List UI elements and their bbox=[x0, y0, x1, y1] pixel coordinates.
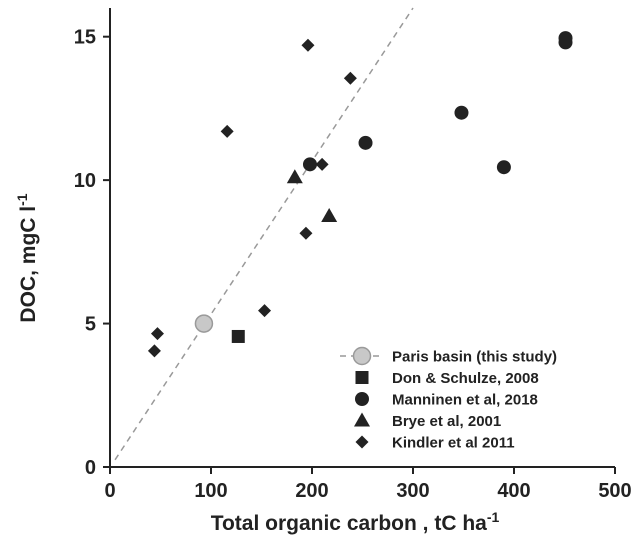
legend-item: Kindler et al 2011 bbox=[355, 435, 515, 452]
y-tick-label: 15 bbox=[74, 27, 96, 49]
x-tick-label: 400 bbox=[497, 480, 530, 502]
legend-label: Brye et al, 2001 bbox=[392, 413, 501, 430]
data-point-circle bbox=[558, 31, 573, 46]
x-tick-label: 100 bbox=[194, 480, 227, 502]
data-point-circle bbox=[302, 157, 317, 172]
legend-label: Don & Schulze, 2008 bbox=[392, 370, 539, 387]
x-tick-label: 500 bbox=[598, 480, 631, 502]
legend-marker-diamond bbox=[355, 435, 369, 449]
data-point-triangle bbox=[321, 207, 338, 222]
legend-item: Manninen et al, 2018 bbox=[355, 392, 538, 409]
data-point-diamond bbox=[150, 327, 164, 341]
legend: Paris basin (this study) Don & Schulze, 2… bbox=[340, 346, 557, 452]
ticks: 0 100 200 300 400 500 0 5 10 15 bbox=[74, 27, 632, 502]
x-axis-title: Total organic carbon , tC ha-1 bbox=[211, 509, 500, 535]
x-axis-title-text: Total organic carbon , tC ha bbox=[211, 512, 487, 535]
y-axis-title-text: DOC, mgC l bbox=[17, 206, 40, 323]
x-tick-label: 0 bbox=[104, 480, 115, 502]
legend-label: Manninen et al, 2018 bbox=[392, 392, 538, 409]
y-tick-label: 10 bbox=[74, 170, 96, 192]
data-point-circle-light bbox=[194, 314, 214, 333]
data-point-diamond bbox=[299, 226, 313, 240]
legend-item: Paris basin (this study) bbox=[340, 346, 557, 366]
legend-marker-circle-light bbox=[352, 346, 372, 366]
x-axis-title-superscript: -1 bbox=[487, 509, 500, 525]
trendline bbox=[114, 7, 414, 461]
data-point-circle bbox=[496, 160, 511, 175]
legend-marker-square bbox=[355, 371, 369, 384]
x-tick-label: 200 bbox=[295, 480, 328, 502]
y-tick-label: 5 bbox=[85, 314, 96, 336]
data-point-diamond bbox=[343, 71, 357, 85]
legend-item: Don & Schulze, 2008 bbox=[355, 370, 539, 387]
data-point-diamond bbox=[258, 304, 272, 318]
trendline-group bbox=[114, 7, 414, 461]
data-point-diamond bbox=[220, 124, 234, 138]
legend-item: Brye et al, 2001 bbox=[354, 412, 501, 430]
legend-marker-triangle bbox=[354, 412, 370, 427]
data-point-diamond bbox=[315, 157, 329, 171]
y-axis-title-superscript: -1 bbox=[14, 193, 30, 206]
y-tick-label: 0 bbox=[85, 457, 96, 479]
data-point-triangle bbox=[286, 169, 303, 184]
x-tick-label: 300 bbox=[396, 480, 429, 502]
legend-label: Kindler et al 2011 bbox=[392, 435, 515, 452]
data-point-circle bbox=[358, 135, 373, 150]
data-point-diamond bbox=[301, 38, 315, 52]
legend-marker-circle bbox=[355, 392, 369, 406]
legend-label: Paris basin (this study) bbox=[392, 349, 557, 366]
data-point-diamond bbox=[147, 344, 161, 358]
data-marks bbox=[147, 31, 573, 358]
axes bbox=[109, 8, 615, 468]
data-point-circle bbox=[454, 105, 469, 120]
y-axis-title: DOC, mgC l-1 bbox=[14, 193, 40, 322]
data-point-square bbox=[231, 329, 245, 343]
